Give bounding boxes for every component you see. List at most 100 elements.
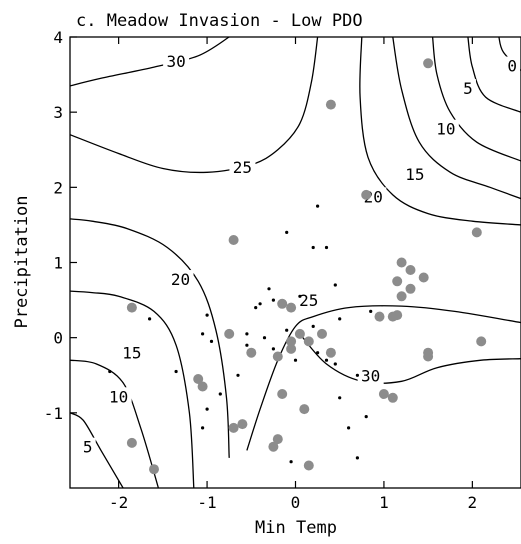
contour-label-background (167, 270, 194, 289)
scatter-point-large (374, 311, 385, 322)
scatter-point-small (355, 373, 359, 377)
contour-line-20 (70, 218, 230, 458)
scatter-point-small (201, 332, 205, 336)
contour-line-5 (70, 412, 124, 488)
scatter-point-small (271, 298, 275, 302)
y-axis-ticks: -1 0 1 2 3 4 (44, 28, 77, 423)
scatter-point-small (285, 328, 289, 332)
scatter-point-large (405, 283, 416, 294)
contour-label: 15 (122, 344, 141, 363)
scatter-points (108, 58, 487, 475)
contour-label: 30 (166, 52, 185, 71)
scatter-point-small (316, 351, 320, 355)
contour-label-background (432, 119, 459, 138)
scatter-point-small (205, 407, 209, 411)
contour-line-10 (70, 359, 160, 488)
contour-label: 25 (299, 291, 318, 310)
scatter-point-small (254, 306, 258, 310)
contour-label: 15 (405, 165, 424, 184)
scatter-point-large (126, 302, 137, 313)
contour-label: 5 (463, 79, 473, 98)
y-tick-label: 4 (53, 28, 63, 47)
contour-line-30 (299, 333, 521, 384)
contour-label: 25 (233, 158, 252, 177)
contour-label-background (295, 291, 322, 310)
scatter-point-small (311, 245, 315, 250)
x-axis-label: Min Temp (255, 518, 337, 538)
scatter-point-small (338, 317, 342, 321)
scatter-point-large (423, 351, 434, 362)
scatter-point-large (325, 99, 336, 110)
scatter-point-large (303, 336, 314, 347)
scatter-point-small (347, 426, 351, 430)
contour-label-background (504, 56, 521, 75)
scatter-point-large (476, 336, 487, 347)
scatter-point-small (316, 204, 320, 208)
scatter-point-large (387, 311, 398, 322)
scatter-point-small (324, 358, 329, 362)
contour-label-background (105, 387, 132, 406)
scatter-point-small (293, 358, 298, 362)
scatter-point-large (246, 347, 257, 358)
scatter-point-large (286, 336, 297, 347)
chart-title: c. Meadow Invasion - Low PDO (76, 11, 363, 31)
scatter-point-small (324, 245, 329, 250)
scatter-point-large (471, 227, 482, 238)
scatter-point-large (423, 58, 434, 69)
y-tick-label: 3 (53, 103, 63, 122)
scatter-point-large (405, 265, 416, 275)
contour-label: 10 (436, 120, 455, 139)
contour-line-15 (392, 37, 521, 200)
x-tick-label: -2 (109, 493, 128, 512)
contour-line-10 (431, 37, 521, 162)
scatter-point-large (272, 434, 283, 445)
scatter-point-small (285, 230, 289, 234)
scatter-point-large (286, 302, 297, 313)
scatter-point-large (396, 291, 407, 302)
scatter-point-large (237, 419, 248, 430)
scatter-point-large (224, 328, 235, 339)
x-tick-label: 0 (291, 493, 301, 512)
scatter-point-large (193, 374, 204, 384)
contour-label: 20 (171, 270, 190, 289)
contour-label: 0 (507, 57, 517, 76)
contour-label: 5 (83, 438, 93, 457)
y-tick-label: 2 (53, 178, 63, 197)
scatter-point-large (277, 389, 288, 399)
scatter-point-small (333, 283, 337, 287)
scatter-point-large (392, 276, 403, 287)
scatter-point-small (174, 369, 178, 374)
scatter-point-large (418, 272, 429, 283)
scatter-point-small (201, 426, 205, 430)
y-axis-label: Precipitation (12, 195, 32, 328)
y-tick-label: 1 (53, 254, 63, 273)
contour-line-25 (246, 305, 521, 451)
scatter-point-large (228, 422, 239, 433)
scatter-point-large (272, 351, 283, 362)
contour-line-30 (70, 37, 230, 87)
scatter-point-large (277, 298, 288, 309)
x-axis-ticks: -2 -1 0 1 2 (109, 37, 477, 512)
contour-line-15 (70, 290, 195, 488)
scatter-point-large (387, 392, 398, 403)
scatter-point-small (258, 302, 262, 306)
contour-label-background (229, 158, 256, 177)
scatter-point-large (286, 343, 297, 354)
contour-label-background (163, 52, 190, 71)
scatter-point-small (108, 369, 112, 374)
scatter-point-large (378, 389, 389, 399)
scatter-point-small (311, 324, 315, 328)
contour-line-5 (467, 37, 521, 113)
x-tick-label: 2 (468, 493, 478, 512)
scatter-point-large (228, 235, 239, 245)
scatter-point-small (338, 396, 342, 400)
scatter-point-small (245, 343, 249, 347)
scatter-point-small (218, 392, 222, 396)
scatter-point-small (209, 339, 214, 343)
scatter-point-small (245, 332, 249, 336)
scatter-point-large (299, 404, 310, 415)
scatter-point-large (149, 464, 159, 475)
scatter-point-small (267, 287, 271, 291)
scatter-point-large (268, 441, 279, 452)
